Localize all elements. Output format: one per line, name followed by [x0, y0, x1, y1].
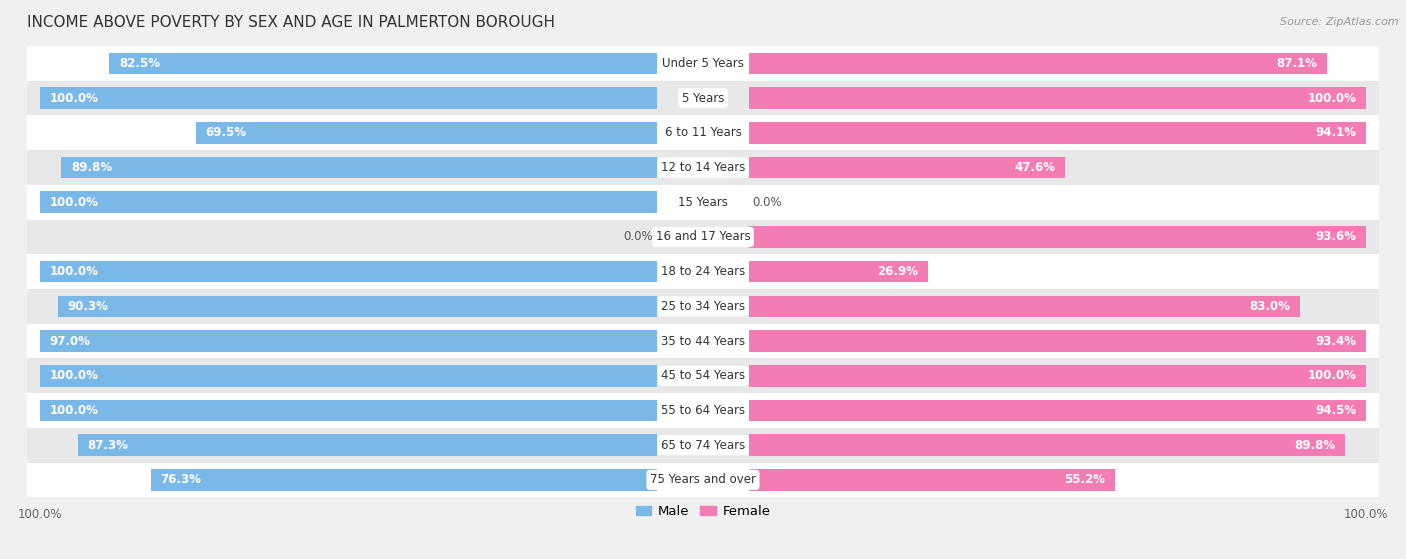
Bar	[150, 469, 657, 491]
Text: 26.9%: 26.9%	[877, 265, 918, 278]
Bar	[749, 53, 1327, 74]
Text: 25 to 34 Years: 25 to 34 Years	[661, 300, 745, 313]
Bar	[24, 254, 1382, 289]
Text: 5 Years: 5 Years	[682, 92, 724, 105]
Bar	[749, 365, 1367, 386]
Text: 55.2%: 55.2%	[1064, 473, 1105, 486]
Text: 100.0%: 100.0%	[49, 369, 98, 382]
Bar	[24, 393, 1382, 428]
Bar	[39, 261, 657, 282]
Bar	[24, 46, 1382, 81]
Text: 16 and 17 Years: 16 and 17 Years	[655, 230, 751, 244]
Bar	[749, 434, 1346, 456]
Text: 97.0%: 97.0%	[49, 334, 90, 348]
Bar	[749, 87, 1367, 109]
Text: 100.0%: 100.0%	[49, 265, 98, 278]
Text: 89.8%: 89.8%	[1294, 439, 1336, 452]
Bar	[39, 365, 657, 386]
Legend: Male, Female: Male, Female	[630, 500, 776, 524]
Text: 94.5%: 94.5%	[1315, 404, 1357, 417]
Text: 87.1%: 87.1%	[1277, 57, 1317, 70]
Text: Source: ZipAtlas.com: Source: ZipAtlas.com	[1281, 17, 1399, 27]
Text: 76.3%: 76.3%	[160, 473, 201, 486]
Bar	[24, 358, 1382, 393]
Text: 93.4%: 93.4%	[1315, 334, 1357, 348]
Text: Under 5 Years: Under 5 Years	[662, 57, 744, 70]
Text: 45 to 54 Years: 45 to 54 Years	[661, 369, 745, 382]
Bar	[749, 226, 1367, 248]
Bar	[77, 434, 657, 456]
Text: 82.5%: 82.5%	[120, 57, 160, 70]
Text: 65 to 74 Years: 65 to 74 Years	[661, 439, 745, 452]
Text: 83.0%: 83.0%	[1249, 300, 1289, 313]
Bar	[39, 192, 657, 213]
Bar	[24, 116, 1382, 150]
Text: 47.6%: 47.6%	[1014, 161, 1054, 174]
Text: 100.0%: 100.0%	[1308, 92, 1357, 105]
Text: 89.8%: 89.8%	[70, 161, 112, 174]
Bar	[24, 324, 1382, 358]
Bar	[24, 428, 1382, 462]
Text: INCOME ABOVE POVERTY BY SEX AND AGE IN PALMERTON BOROUGH: INCOME ABOVE POVERTY BY SEX AND AGE IN P…	[27, 15, 554, 30]
Bar	[58, 296, 657, 317]
Bar	[749, 157, 1066, 178]
Text: 100.0%: 100.0%	[49, 92, 98, 105]
Bar	[24, 289, 1382, 324]
Bar	[749, 330, 1367, 352]
Text: 18 to 24 Years: 18 to 24 Years	[661, 265, 745, 278]
Bar	[39, 330, 657, 352]
Bar	[24, 150, 1382, 185]
Text: 12 to 14 Years: 12 to 14 Years	[661, 161, 745, 174]
Text: 87.3%: 87.3%	[87, 439, 128, 452]
Bar	[110, 53, 657, 74]
Text: 55 to 64 Years: 55 to 64 Years	[661, 404, 745, 417]
Bar	[39, 400, 657, 421]
Text: 69.5%: 69.5%	[205, 126, 246, 139]
Bar	[39, 87, 657, 109]
Text: 94.1%: 94.1%	[1315, 126, 1357, 139]
Bar	[24, 220, 1382, 254]
Bar	[749, 469, 1115, 491]
Text: 6 to 11 Years: 6 to 11 Years	[665, 126, 741, 139]
Text: 75 Years and over: 75 Years and over	[650, 473, 756, 486]
Text: 0.0%: 0.0%	[624, 230, 654, 244]
Bar	[24, 185, 1382, 220]
Text: 100.0%: 100.0%	[49, 196, 98, 209]
Text: 100.0%: 100.0%	[49, 404, 98, 417]
Bar	[749, 400, 1367, 421]
Text: 15 Years: 15 Years	[678, 196, 728, 209]
Bar	[24, 462, 1382, 497]
Text: 100.0%: 100.0%	[1308, 369, 1357, 382]
Bar	[749, 122, 1367, 144]
Text: 90.3%: 90.3%	[67, 300, 108, 313]
Bar	[749, 261, 928, 282]
Bar	[24, 81, 1382, 116]
Text: 93.6%: 93.6%	[1315, 230, 1357, 244]
Bar	[749, 296, 1301, 317]
Text: 35 to 44 Years: 35 to 44 Years	[661, 334, 745, 348]
Bar	[195, 122, 657, 144]
Bar	[60, 157, 657, 178]
Text: 0.0%: 0.0%	[752, 196, 782, 209]
